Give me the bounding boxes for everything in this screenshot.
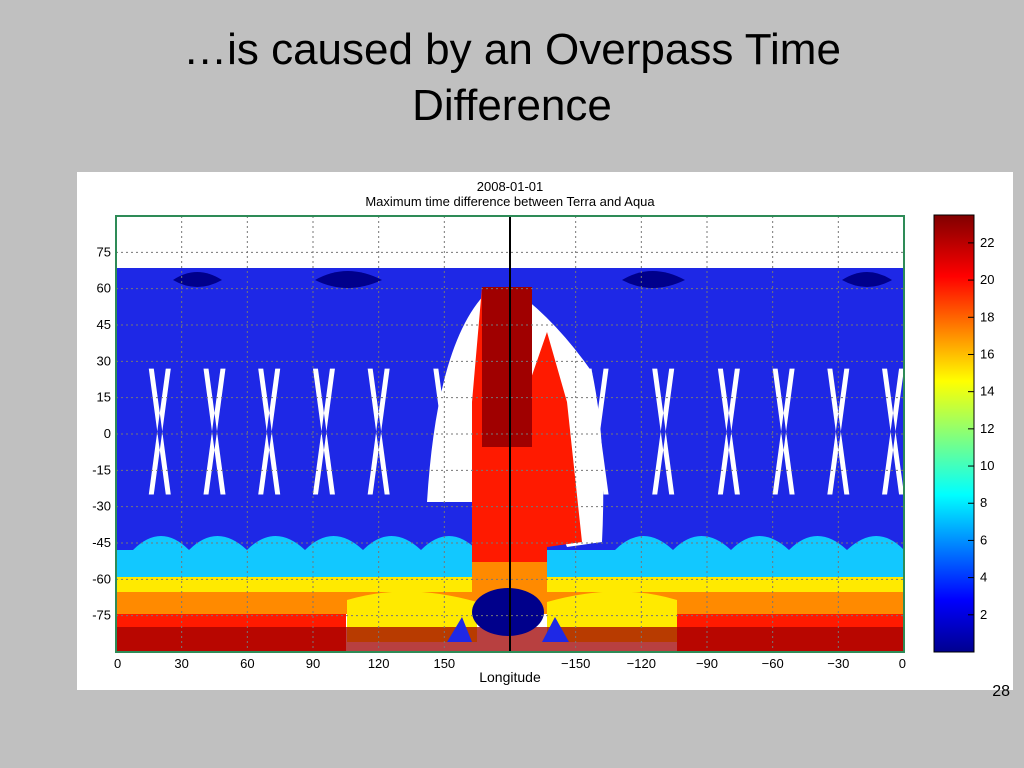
x-tick-label-5: 150 bbox=[433, 656, 455, 671]
swath-gap-3 bbox=[312, 368, 335, 495]
time-difference-map: 2008-01-01 Maximum time difference betwe… bbox=[92, 179, 994, 685]
y-axis-ticks: 75 60 45 30 15 0 -15 -30 -45 -60 -75 bbox=[92, 244, 111, 622]
south-pole-blue-speckle-2 bbox=[542, 617, 569, 642]
colorbar-tick-label-7: 16 bbox=[980, 346, 994, 361]
white-swath-gaps bbox=[148, 368, 904, 495]
y-tick-label-3: 30 bbox=[97, 353, 111, 368]
x-tick-label-8: −90 bbox=[696, 656, 718, 671]
swath-gap-7 bbox=[652, 368, 675, 495]
x-tick-label-1: 30 bbox=[174, 656, 188, 671]
north-dark-blob-4 bbox=[842, 272, 892, 287]
x-axis-ticks: 0 30 60 90 120 150 −150 −120 −90 −60 −30 0 bbox=[114, 656, 906, 671]
colorbar bbox=[933, 214, 975, 653]
swath-gap-9 bbox=[772, 368, 795, 495]
y-tick-label-0: 75 bbox=[97, 244, 111, 259]
north-dark-blob-3 bbox=[622, 271, 685, 288]
north-dark-blob-2 bbox=[315, 271, 382, 288]
chart-title: 2008-01-01 bbox=[477, 179, 544, 194]
x-tick-label-0: 0 bbox=[114, 656, 121, 671]
x-tick-label-6: −150 bbox=[561, 656, 590, 671]
y-tick-label-8: -45 bbox=[92, 535, 111, 550]
x-tick-label-10: −30 bbox=[827, 656, 849, 671]
grid-lines bbox=[115, 216, 905, 652]
slide-title-line-2: Difference bbox=[412, 81, 612, 130]
colorbar-tick-label-6: 14 bbox=[980, 384, 994, 399]
swath-gap-1 bbox=[203, 368, 226, 495]
y-tick-label-7: -30 bbox=[92, 499, 111, 514]
x-tick-label-11: 0 bbox=[899, 656, 906, 671]
x-tick-label-7: −120 bbox=[627, 656, 656, 671]
y-tick-label-5: 0 bbox=[104, 426, 111, 441]
swath-gap-10 bbox=[827, 368, 850, 495]
swath-gap-2 bbox=[258, 368, 281, 495]
x-axis-label: Longitude bbox=[479, 669, 541, 685]
y-tick-label-1: 60 bbox=[97, 281, 111, 296]
slide-title: …is caused by an Overpass Time Differenc… bbox=[0, 22, 1024, 134]
swath-gap-0 bbox=[148, 368, 171, 495]
y-tick-label-6: -15 bbox=[92, 462, 111, 477]
colorbar-tick-label-0: 2 bbox=[980, 607, 987, 622]
colorbar-tick-label-5: 12 bbox=[980, 421, 994, 436]
colorbar-tick-label-2: 6 bbox=[980, 532, 987, 547]
colorbar-tick-label-1: 4 bbox=[980, 570, 987, 585]
plot-frame bbox=[115, 215, 905, 653]
colorbar-tick-label-3: 8 bbox=[980, 495, 987, 510]
south-pole-dark-blue-blob bbox=[472, 588, 544, 636]
x-tick-label-3: 90 bbox=[306, 656, 320, 671]
swath-gap-8 bbox=[717, 368, 740, 495]
chart-subtitle: Maximum time difference between Terra an… bbox=[365, 194, 655, 209]
y-tick-label-2: 45 bbox=[97, 317, 111, 332]
colorbar-tick-label-10: 22 bbox=[980, 235, 994, 250]
colorbar-tick-label-9: 20 bbox=[980, 272, 994, 287]
slide-title-line-1: …is caused by an Overpass Time bbox=[183, 25, 841, 74]
y-tick-label-4: 15 bbox=[97, 390, 111, 405]
y-tick-label-9: -60 bbox=[92, 571, 111, 586]
x-tick-label-2: 60 bbox=[240, 656, 254, 671]
x-tick-label-9: −60 bbox=[762, 656, 784, 671]
north-dark-blob-1 bbox=[173, 272, 222, 287]
swath-gap-4 bbox=[367, 368, 390, 495]
colorbar-ticks: 2 4 6 8 10 12 14 16 18 20 22 bbox=[968, 235, 994, 622]
antimeridian-dark-red-column bbox=[482, 287, 532, 447]
figure-panel: 2008-01-01 Maximum time difference betwe… bbox=[77, 172, 1013, 690]
swath-gap-11 bbox=[882, 368, 904, 495]
colorbar-tick-label-4: 10 bbox=[980, 458, 994, 473]
y-tick-label-10: -75 bbox=[92, 608, 111, 623]
colorbar-tick-label-8: 18 bbox=[980, 309, 994, 324]
x-tick-label-4: 120 bbox=[368, 656, 390, 671]
page-number: 28 bbox=[992, 683, 1010, 700]
south-pole-blue-speckle-1 bbox=[447, 617, 472, 642]
